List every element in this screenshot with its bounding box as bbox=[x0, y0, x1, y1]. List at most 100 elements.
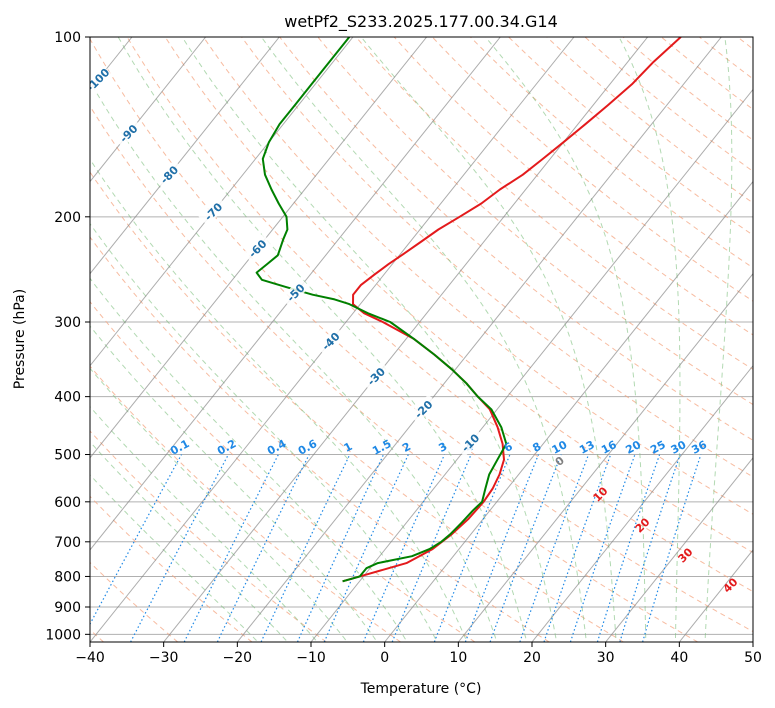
moist-adiabat-line bbox=[90, 222, 438, 642]
dry-adiabat-line bbox=[317, 37, 753, 406]
isotherm-label-background bbox=[455, 427, 485, 457]
dry-adiabat-line bbox=[393, 37, 753, 336]
x-tick-label: 40 bbox=[670, 650, 688, 666]
moist-adiabat-line bbox=[90, 367, 348, 642]
axes: −40 −30 −20 −10 0 10 20 30 40 50 100 200 300 400 500 60… bbox=[45, 30, 762, 666]
isotherm-label-background bbox=[315, 326, 345, 356]
moist-adiabat-line bbox=[90, 441, 289, 642]
isotherm-line bbox=[236, 37, 722, 642]
x-tick-label: 10 bbox=[449, 650, 467, 666]
mixing-ratio-label: 16 bbox=[599, 438, 619, 457]
moist-adiabat-line bbox=[485, 37, 647, 642]
y-axis-label: Pressure (hPa) bbox=[12, 289, 28, 389]
profile-series bbox=[255, 37, 682, 583]
x-tick-label: −20 bbox=[223, 650, 253, 666]
pressure-grid bbox=[90, 37, 753, 635]
isotherm-label-background bbox=[198, 196, 228, 226]
mixing-ratio-line bbox=[619, 454, 681, 642]
mixing-ratio-line bbox=[90, 454, 183, 626]
dry-adiabat-line bbox=[90, 300, 476, 642]
mixing-ratio-label: 36 bbox=[689, 438, 709, 457]
mixing-ratio-label: 13 bbox=[577, 438, 597, 457]
moist-adiabat-line bbox=[360, 37, 617, 642]
mixing-ratio-line bbox=[323, 454, 409, 642]
mixing-ratio-label: 25 bbox=[648, 438, 668, 457]
moist-adiabat-line bbox=[704, 37, 733, 642]
dry-adiabat-line bbox=[90, 365, 401, 642]
mixing-ratio-line bbox=[433, 454, 511, 642]
isotherm-label-background bbox=[280, 277, 310, 307]
x-tick-label: −10 bbox=[296, 650, 326, 666]
isotherm-line bbox=[90, 37, 280, 275]
dry-adiabat-line bbox=[622, 37, 753, 141]
plot-area bbox=[90, 37, 753, 642]
moist-adiabat-line bbox=[90, 80, 498, 642]
y-tick-label: 700 bbox=[54, 535, 81, 551]
dry-adiabat-line bbox=[164, 37, 753, 554]
isotherm-label-background bbox=[242, 233, 272, 263]
x-axis-label: Temperature (°C) bbox=[360, 681, 482, 697]
y-tick-label: 500 bbox=[54, 448, 81, 464]
mixing-ratio-line bbox=[391, 454, 472, 642]
dry-adiabat-line bbox=[90, 171, 624, 642]
isotherm-line bbox=[457, 272, 753, 642]
dry-adiabat-line bbox=[241, 37, 753, 478]
isotherm-label-background bbox=[113, 118, 143, 148]
plot-frame bbox=[89, 36, 754, 643]
mixing-ratio-label: 10 bbox=[550, 438, 570, 457]
mixing-ratio-line bbox=[569, 454, 636, 642]
dry-adiabat-line bbox=[126, 37, 753, 593]
y-tick-label: 900 bbox=[54, 600, 81, 616]
chart-title: wetPf2_S233.2025.177.00.34.G14 bbox=[284, 12, 558, 32]
mixing-ratio-line bbox=[596, 454, 661, 642]
mixing-ratio-label: 30 bbox=[669, 438, 689, 457]
isotherm-line bbox=[90, 37, 428, 459]
isotherm-label-background bbox=[408, 394, 438, 424]
mixing-ratio-line bbox=[519, 454, 590, 642]
temperature-profile-line bbox=[342, 37, 682, 583]
moist-adiabat-line bbox=[618, 37, 681, 642]
moist-adiabat-line bbox=[260, 37, 587, 642]
y-tick-label: 600 bbox=[54, 495, 81, 511]
moist-adiabat-line bbox=[90, 325, 378, 642]
x-tick-label: 0 bbox=[380, 650, 389, 666]
mixing-ratio-lines bbox=[90, 454, 702, 642]
y-tick-label: 300 bbox=[54, 315, 81, 331]
mixing-ratio-line bbox=[464, 454, 540, 642]
x-tick-label: 30 bbox=[597, 650, 615, 666]
y-tick-label: 800 bbox=[54, 569, 81, 585]
moist-adiabats bbox=[90, 37, 733, 642]
mixing-ratio-line bbox=[260, 454, 351, 642]
isotherm-label-background bbox=[154, 159, 184, 189]
isotherms bbox=[90, 37, 753, 642]
mixing-ratio-line bbox=[296, 454, 385, 642]
moist-adiabat-line bbox=[90, 158, 468, 642]
isotherm-line bbox=[90, 37, 501, 551]
mixing-ratio-line bbox=[543, 454, 612, 642]
isotherm-line bbox=[384, 180, 753, 642]
plot-content: 0.10.20.40.611.52346810131620253036-100-… bbox=[90, 37, 753, 642]
mixing-ratio-line bbox=[489, 454, 562, 642]
moist-adiabat-line bbox=[90, 405, 319, 642]
mixing-ratio-label: 20 bbox=[623, 438, 643, 457]
y-tick-label: 400 bbox=[54, 390, 81, 406]
mixing-ratio-line bbox=[642, 454, 702, 642]
dry-adiabat-line bbox=[90, 495, 253, 642]
isotherm-line bbox=[310, 88, 753, 642]
mixing-ratio-line bbox=[362, 454, 446, 642]
dry-adiabat-line bbox=[279, 37, 753, 441]
y-tick-label: 200 bbox=[54, 210, 81, 226]
isotherm-line bbox=[605, 457, 753, 642]
isotherm-line bbox=[531, 364, 753, 642]
x-tick-label: −30 bbox=[149, 650, 179, 666]
dry-adiabat-line bbox=[202, 37, 753, 515]
dewpoint-profile-line bbox=[255, 37, 508, 583]
x-tick-label: −40 bbox=[75, 650, 105, 666]
dry-adiabat-line bbox=[355, 37, 753, 370]
isotherm-line bbox=[163, 37, 649, 642]
x-tick-label: 50 bbox=[744, 650, 762, 666]
moist-adiabat-line bbox=[117, 37, 528, 642]
y-tick-label: 100 bbox=[54, 30, 81, 46]
y-tick-label: 1000 bbox=[45, 627, 81, 643]
